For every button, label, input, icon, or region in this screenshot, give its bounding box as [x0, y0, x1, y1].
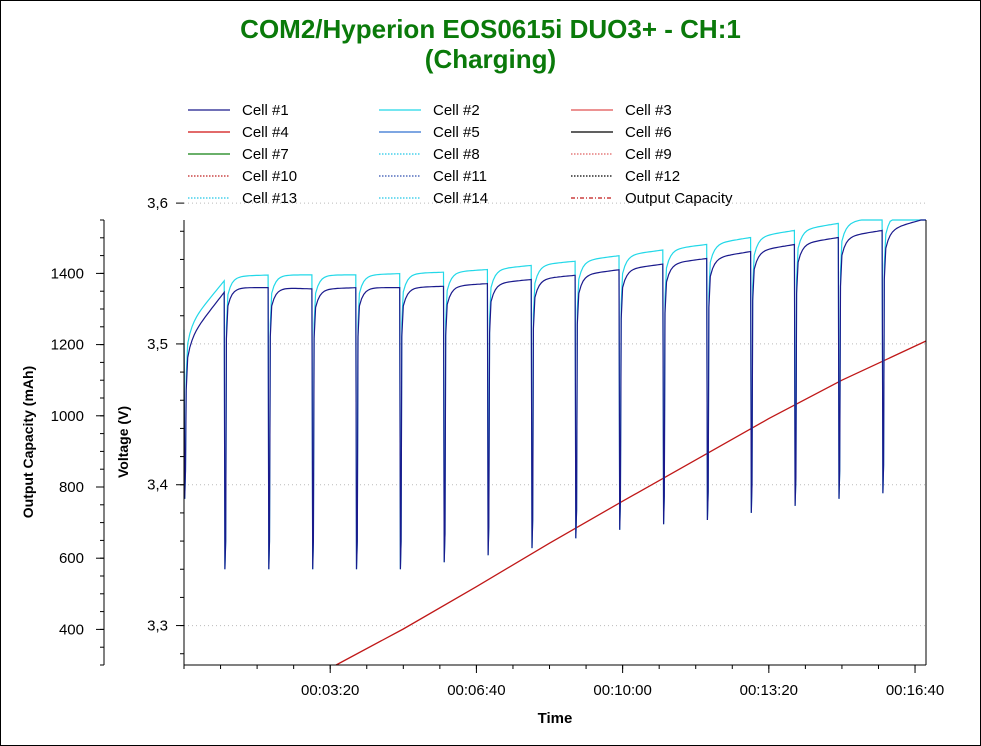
plot-area: [183, 202, 927, 666]
voltage-tick-label-3: 3,5: [147, 336, 168, 353]
legend-label-8: Cell #8: [433, 146, 480, 163]
chart-axes: 400 600 800 1000 1200 1400 3,3 3,4 3,5 3,6 00:03:2…: [51, 195, 945, 699]
legend-label-3: Cell #3: [625, 102, 672, 119]
y-left-axis-label: Output Capacity (mAh): [20, 366, 36, 518]
legend-label-4: Cell #4: [242, 124, 289, 141]
capacity-tick-label-3: 800: [59, 479, 84, 496]
x-tick-label-4: 00:13:20: [740, 682, 798, 699]
voltage-tick-label-1: 3,3: [147, 618, 168, 635]
legend-label-12: Cell #12: [625, 168, 680, 185]
x-tick-label-3: 00:10:00: [593, 682, 651, 699]
legend-label-11: Cell #11: [433, 168, 487, 185]
legend-label-15: Output Capacity: [625, 190, 733, 207]
legend-label-14: Cell #14: [433, 190, 488, 207]
x-tick-label-2: 00:06:40: [447, 682, 505, 699]
x-tick-label-5: 00:16:40: [886, 682, 944, 699]
legend-label-13: Cell #13: [242, 190, 297, 207]
capacity-tick-label-5: 1200: [51, 337, 84, 354]
chart-title-block: COM2/Hyperion EOS0615i DUO3+ - CH:1 (Cha…: [0, 14, 981, 74]
chart-subtitle: (Charging): [424, 44, 557, 74]
legend-label-10: Cell #10: [242, 168, 297, 185]
x-axis-label: Time: [538, 710, 573, 727]
x-tick-label-1: 00:03:20: [301, 682, 359, 699]
legend-label-1: Cell #1: [242, 102, 289, 119]
legend-label-5: Cell #5: [433, 124, 480, 141]
legend-label-6: Cell #6: [625, 124, 672, 141]
capacity-tick-label-6: 1400: [51, 265, 84, 282]
capacity-tick-label-2: 600: [59, 550, 84, 567]
series-output-capacity: [335, 340, 927, 666]
legend-label-9: Cell #9: [625, 146, 672, 163]
series-cell-1: [183, 219, 926, 570]
voltage-tick-label-2: 3,4: [147, 477, 168, 494]
series-cell-2: [183, 219, 926, 570]
legend-label-2: Cell #2: [433, 102, 480, 119]
capacity-tick-label-1: 400: [59, 621, 84, 638]
capacity-tick-label-4: 1000: [51, 408, 84, 425]
voltage-tick-label-4: 3,6: [147, 195, 168, 212]
legend-label-7: Cell #7: [242, 146, 289, 163]
chart-title: COM2/Hyperion EOS0615i DUO3+ - CH:1: [240, 14, 741, 44]
chart-legend: Cell #1 Cell #2 Cell #3 Cell #4 Cell #5 Cell …: [188, 102, 733, 207]
y-right-axis-label: Voltage (V): [115, 406, 131, 478]
